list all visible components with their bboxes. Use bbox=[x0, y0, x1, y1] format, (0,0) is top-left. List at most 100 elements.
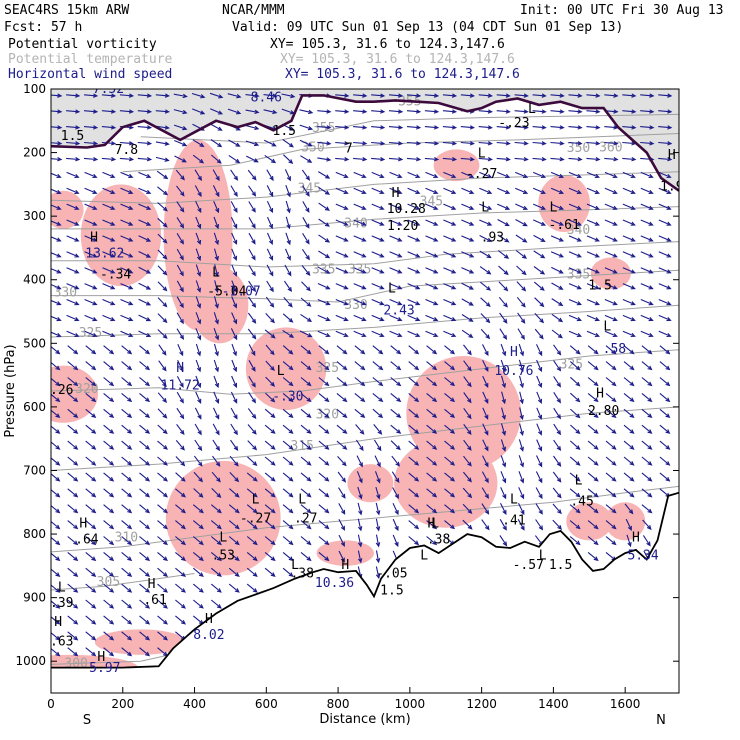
wind-vector bbox=[551, 282, 564, 290]
wind-vector bbox=[389, 235, 403, 242]
wind-vector bbox=[497, 171, 511, 179]
wind-vector bbox=[84, 330, 98, 338]
wind-vector bbox=[460, 157, 475, 162]
wind-vector bbox=[371, 171, 385, 179]
wind-vector bbox=[390, 440, 401, 451]
wind-vector bbox=[460, 125, 475, 130]
wind-vector bbox=[300, 424, 312, 434]
wind-vector bbox=[67, 424, 79, 434]
wind-vector bbox=[519, 407, 524, 421]
wind-vector bbox=[299, 124, 314, 131]
wind-vector bbox=[353, 235, 367, 242]
wind-vector bbox=[51, 141, 63, 146]
wind-vector bbox=[192, 520, 204, 530]
wind-vector bbox=[157, 249, 168, 260]
wind-vector bbox=[498, 281, 509, 292]
wind-vector bbox=[192, 154, 205, 164]
wind-vector bbox=[230, 328, 238, 341]
extremum-label: L bbox=[510, 493, 518, 508]
extremum-label: 7.8 bbox=[115, 143, 138, 158]
wind-vector bbox=[550, 219, 565, 226]
wind-vector bbox=[586, 141, 601, 146]
wind-vector bbox=[282, 392, 294, 403]
wind-vector bbox=[192, 536, 204, 546]
wind-vector bbox=[191, 92, 206, 99]
wind-vector bbox=[285, 232, 291, 246]
wind-vector bbox=[514, 171, 529, 179]
wind-vector bbox=[212, 455, 221, 467]
wind-vector bbox=[408, 377, 420, 387]
wind-vector bbox=[51, 204, 62, 210]
y-tick-label: 600 bbox=[23, 400, 46, 414]
wind-vector bbox=[336, 408, 348, 418]
extremum-label: L bbox=[528, 102, 536, 117]
wind-vector bbox=[462, 471, 472, 483]
wind-vector bbox=[408, 520, 420, 530]
extremum-label: 10.28 bbox=[387, 202, 426, 217]
isentrope-335 bbox=[51, 241, 679, 268]
extremum-label: .61 bbox=[143, 593, 166, 608]
wind-vector bbox=[425, 251, 439, 258]
wind-vector bbox=[67, 456, 79, 466]
wind-vector bbox=[264, 329, 276, 339]
wind-vector bbox=[568, 109, 583, 114]
wind-vector bbox=[173, 109, 188, 115]
extremum-label: H bbox=[97, 650, 105, 665]
wind-vector bbox=[194, 423, 202, 436]
wind-vector bbox=[227, 108, 242, 115]
wind-vector bbox=[231, 296, 238, 309]
wind-vector bbox=[103, 647, 115, 657]
wind-vector bbox=[176, 201, 185, 213]
wind-vector bbox=[587, 345, 599, 355]
wind-vector bbox=[119, 141, 135, 146]
wind-vector bbox=[266, 264, 274, 277]
wind-vector bbox=[500, 375, 507, 389]
wind-vector bbox=[426, 392, 438, 403]
wind-vector bbox=[532, 219, 547, 226]
wind-vector bbox=[103, 504, 115, 514]
wind-vector bbox=[568, 219, 582, 226]
wind-vector bbox=[587, 424, 599, 434]
wind-vector bbox=[228, 154, 241, 164]
extremum-label: -.27 bbox=[240, 512, 271, 527]
wind-vector bbox=[84, 298, 98, 306]
wind-vector bbox=[102, 171, 116, 179]
wind-vector bbox=[425, 203, 439, 210]
wind-vector bbox=[604, 171, 618, 179]
wind-vector bbox=[373, 424, 383, 435]
extremum-label: L bbox=[298, 493, 306, 508]
wind-vector bbox=[605, 456, 617, 466]
wind-vector bbox=[66, 314, 80, 322]
field-wind-xy: XY= 105.3, 31.6 to 124.3,147.6 bbox=[285, 67, 520, 82]
wind-vector bbox=[444, 504, 456, 514]
wind-vector bbox=[84, 267, 98, 274]
wind-vector bbox=[121, 520, 133, 530]
wind-vector bbox=[641, 377, 653, 387]
x-tick-label: 200 bbox=[111, 697, 134, 711]
wind-vector bbox=[210, 599, 222, 609]
extremum-label: L bbox=[291, 558, 299, 573]
field-pv-name: Potential vorticity bbox=[8, 37, 157, 52]
wind-vector bbox=[228, 520, 240, 530]
wind-vector bbox=[641, 488, 653, 498]
wind-vector bbox=[586, 235, 600, 242]
wind-vector bbox=[67, 567, 79, 578]
wind-vector bbox=[176, 312, 184, 325]
wind-vector bbox=[210, 504, 222, 514]
wind-vector bbox=[211, 471, 221, 483]
wind-vector bbox=[338, 518, 345, 531]
wind-vector bbox=[248, 360, 256, 372]
pv-positive-region bbox=[51, 365, 98, 423]
wind-vector bbox=[482, 375, 489, 389]
wind-vector bbox=[444, 456, 456, 466]
wind-vector bbox=[85, 615, 97, 625]
wind-vector bbox=[213, 232, 219, 246]
wind-vector bbox=[228, 583, 240, 593]
wind-vector bbox=[337, 471, 347, 483]
wind-vector bbox=[174, 155, 187, 163]
wind-vector bbox=[355, 439, 364, 452]
wind-vector bbox=[641, 408, 653, 418]
valid-time: Valid: 09 UTC Sun 01 Sep 13 (04 CDT Sun … bbox=[232, 20, 624, 35]
wind-vector bbox=[66, 187, 80, 194]
